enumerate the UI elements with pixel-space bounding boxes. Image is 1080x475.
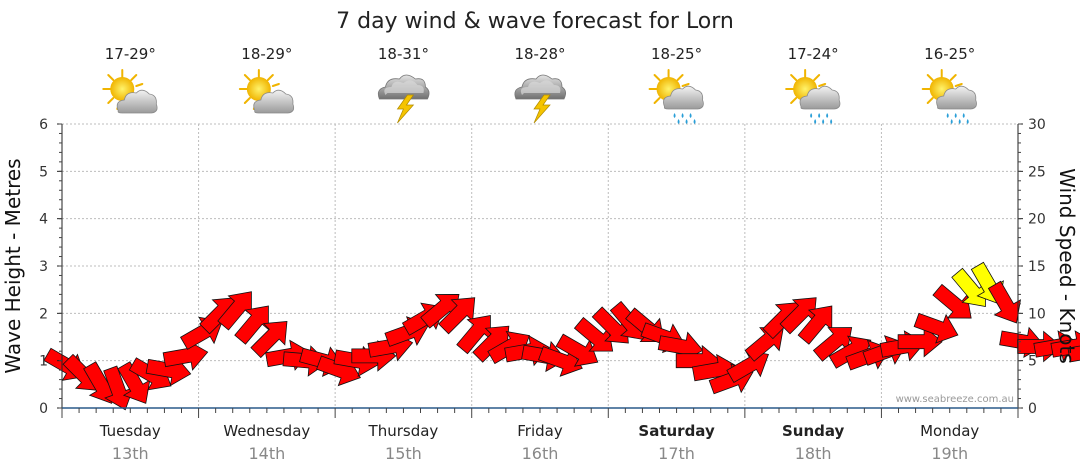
day-date: 13th — [112, 444, 149, 463]
left-tick-label: 1 — [39, 354, 48, 370]
chart-title: 7 day wind & wave forecast for Lorn — [336, 9, 734, 34]
wind-arrow — [234, 305, 269, 345]
right-tick-label: 10 — [1028, 306, 1046, 322]
wind-arrow — [1067, 334, 1080, 367]
wind-arrow — [456, 314, 491, 355]
wind-arrow — [1050, 330, 1080, 362]
day-date: 19th — [931, 444, 968, 463]
wind-arrows — [43, 261, 1080, 411]
day-headers: 17-29° 18-29° 18-31° 18-28° 18-25° 17-24° 16-2… — [102, 45, 978, 125]
day-name: Wednesday — [223, 422, 310, 440]
right-tick-label: 15 — [1028, 259, 1046, 275]
axis-minor-ticks — [59, 123, 1021, 418]
wind-arrow — [897, 325, 943, 358]
left-tick-label: 5 — [39, 164, 48, 180]
wind-arrow — [555, 333, 599, 367]
day-date: 14th — [248, 444, 285, 463]
plot-area — [43, 123, 1080, 411]
sun-rain-icon — [785, 69, 841, 125]
left-tick-label: 4 — [39, 212, 48, 228]
left-tick-label: 0 — [39, 401, 48, 417]
right-tick-label: 5 — [1028, 354, 1037, 370]
left-tick-label: 3 — [39, 259, 48, 275]
left-tick-label: 2 — [39, 306, 48, 322]
wind-arrow — [103, 365, 134, 411]
day-name: Saturday — [638, 422, 715, 440]
wind-arrow — [250, 321, 288, 359]
right-axis-ticks: 0 5 10 15 20 25 30 — [1018, 117, 1046, 417]
wind-arrow — [951, 267, 986, 308]
day-name: Monday — [920, 422, 979, 440]
wind-arrow — [932, 283, 972, 319]
left-axis-title: Wave Height - Metres — [1, 158, 25, 373]
day-temperature: 17-24° — [788, 45, 839, 63]
day-temperature: 18-29° — [241, 45, 292, 63]
watermark: www.seabreeze.com.au — [896, 394, 1014, 405]
day-date: 16th — [522, 444, 559, 463]
day-temperature: 17-29° — [105, 45, 156, 63]
day-name: Friday — [517, 422, 563, 440]
day-name: Tuesday — [99, 422, 161, 440]
wind-arrow — [987, 280, 1022, 324]
right-axis-title: Wind Speed - Knots — [1055, 168, 1079, 364]
day-temperature: 16-25° — [924, 45, 975, 63]
sun-rain-icon — [648, 69, 705, 125]
wind-arrow — [797, 305, 833, 345]
sun-cloud-icon — [102, 69, 159, 114]
left-axis-ticks: 0 1 2 3 4 5 6 — [39, 117, 62, 417]
day-date: 15th — [385, 444, 422, 463]
day-temperature: 18-28° — [514, 45, 565, 63]
wind-arrow — [217, 291, 252, 331]
wind-arrow — [573, 316, 614, 352]
right-tick-label: 0 — [1028, 401, 1037, 417]
day-footers: Tuesday 13th Wednesday 14th Thursday 15th Frid… — [99, 422, 980, 463]
left-tick-label: 6 — [39, 117, 48, 133]
right-tick-label: 20 — [1028, 212, 1046, 228]
wind-arrow — [438, 297, 476, 335]
right-tick-label: 30 — [1028, 117, 1046, 133]
sun-rain-icon — [921, 69, 978, 125]
day-date: 18th — [795, 444, 832, 463]
wind-arrow — [117, 361, 151, 404]
right-tick-label: 25 — [1028, 164, 1046, 180]
wind-arrow — [472, 325, 510, 363]
day-temperature: 18-25° — [651, 45, 702, 63]
sun-cloud-icon — [238, 69, 295, 114]
day-name: Thursday — [368, 422, 439, 440]
storm-cloud-icon — [377, 74, 430, 124]
storm-cloud-icon — [514, 74, 567, 124]
day-date: 17th — [658, 444, 695, 463]
day-temperature: 18-31° — [378, 45, 429, 63]
wind-arrow — [913, 312, 959, 344]
day-name: Sunday — [782, 422, 845, 440]
wind-arrow — [591, 306, 629, 344]
